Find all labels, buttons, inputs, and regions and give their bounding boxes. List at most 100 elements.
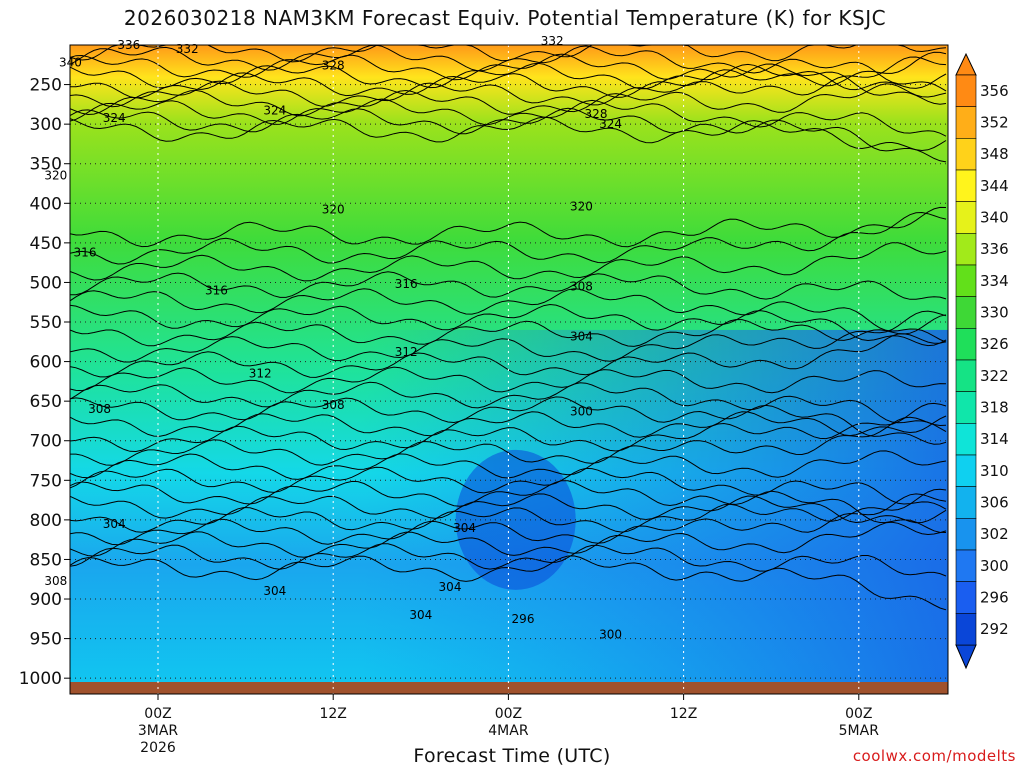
contour-label: 308 <box>88 402 111 416</box>
colorbar-tick-label: 300 <box>980 557 1009 575</box>
contour-label-text: 300 <box>599 628 622 642</box>
contour-label: 304 <box>453 521 476 535</box>
colorbar-tick-label: 310 <box>980 462 1009 480</box>
contour-line <box>70 271 947 300</box>
contour-label: 304 <box>263 584 286 598</box>
contour-label: 328 <box>585 107 608 121</box>
contour-label: 308 <box>570 279 593 293</box>
colorbar-swatch <box>955 391 977 424</box>
contour-label-text: 328 <box>585 107 608 121</box>
contour-label-text: 316 <box>395 277 418 291</box>
colorbar-tick-label: 318 <box>980 399 1009 417</box>
colorbar-swatch <box>955 264 977 297</box>
plot-frame <box>69 44 949 695</box>
contour-label-text: 324 <box>263 104 286 118</box>
contour-label-text: 296 <box>512 612 535 626</box>
x-tick-label: 00Z <box>845 706 872 722</box>
colorbar-swatch <box>955 233 977 266</box>
y-tick-label: 450 <box>30 234 62 254</box>
x-tick-label: 12Z <box>670 706 697 722</box>
colorbar-tick-label: 330 <box>980 304 1009 322</box>
contour-label: 296 <box>512 612 535 626</box>
colorbar-tick-label: 340 <box>980 209 1009 227</box>
contour-label: 324 <box>263 104 286 118</box>
contour-line <box>69 402 947 453</box>
contour-line <box>69 480 947 533</box>
colorbar-swatch <box>955 486 977 519</box>
colorbar-swatch <box>955 106 977 139</box>
contour-line <box>69 521 947 558</box>
colorbar-swatch <box>955 201 977 234</box>
contour-label-text: 324 <box>103 111 126 125</box>
contour-line <box>70 416 947 466</box>
contour-line <box>69 493 947 524</box>
y-tick-label: 950 <box>30 630 62 650</box>
colorbar-tick-label: 352 <box>980 114 1009 132</box>
contour-label: 324 <box>103 111 126 125</box>
contour-label: 328 <box>322 59 345 73</box>
contour-label: 304 <box>439 580 462 594</box>
contour-label-text: 308 <box>570 279 593 293</box>
y-tick-label: 500 <box>30 273 62 293</box>
contour-label-text: 332 <box>541 34 564 48</box>
contour-line <box>69 44 947 92</box>
colorbar-tick-label: 326 <box>980 335 1009 353</box>
contour-line <box>69 381 947 433</box>
contour-label: 320 <box>322 203 345 217</box>
colorbar-tick-label: 306 <box>980 494 1009 512</box>
contour-label: 300 <box>570 404 593 418</box>
colorbar-tick-label: 302 <box>980 525 1009 543</box>
contour-label: 332 <box>176 42 199 56</box>
y-tick-label: 350 <box>30 155 62 175</box>
ground-band <box>70 682 948 694</box>
contour-line <box>69 543 947 577</box>
contour-label: 308 <box>44 574 67 588</box>
colorbar-swatch <box>955 613 977 646</box>
contour-line <box>69 488 947 533</box>
contour-label: 304 <box>409 608 432 622</box>
contour-label-text: 304 <box>409 608 432 622</box>
x-axis-label: Forecast Time (UTC) <box>413 745 611 767</box>
contour-line <box>69 242 947 282</box>
colorbar-tick-label: 348 <box>980 145 1009 163</box>
colorbar-tick-label: 336 <box>980 240 1009 258</box>
colorbar-tick-label: 344 <box>980 177 1009 195</box>
contour-label: 312 <box>395 345 418 359</box>
contour-label: 304 <box>570 329 593 343</box>
contour-label-text: 304 <box>103 517 126 531</box>
colorbar-swatch <box>955 296 977 329</box>
x-tick-sublabel: 4MAR <box>488 723 529 739</box>
colorbar-swatch <box>955 549 977 582</box>
colorbar-swatch <box>955 454 977 487</box>
contour-label-text: 312 <box>249 366 272 380</box>
y-tick-label: 650 <box>30 392 62 412</box>
colorbar-bottom-arrow <box>955 644 977 670</box>
contour-label-text: 304 <box>570 329 593 343</box>
contour-label: 312 <box>249 366 272 380</box>
colorbar-tick-label: 322 <box>980 367 1009 385</box>
colorbar-swatch <box>955 581 977 614</box>
x-tick-label: 12Z <box>319 706 346 722</box>
contour-label: 316 <box>74 245 97 259</box>
colorbar-swatch <box>955 74 977 107</box>
contour-label: 308 <box>322 398 345 412</box>
colorbar-swatch <box>955 328 977 361</box>
colorbar-tick-label: 296 <box>980 589 1009 607</box>
x-tick-label: 00Z <box>144 706 171 722</box>
contour-label-text: 308 <box>322 398 345 412</box>
y-tick-label: 750 <box>30 471 62 491</box>
contour-label: 320 <box>570 199 593 213</box>
contour-line <box>69 56 947 108</box>
contour-label-text: 320 <box>322 203 345 217</box>
colorbar-top-arrow <box>955 52 977 76</box>
y-tick-label: 550 <box>30 313 62 333</box>
contour-label-text: 320 <box>570 199 593 213</box>
colorbar-swatch <box>955 169 977 202</box>
contour-label-text: 304 <box>453 521 476 535</box>
colorbar: 356 352 348 344 340 336 334 330 326 322 318 314 310 3… <box>955 52 1009 670</box>
y-tick-label: 900 <box>30 590 62 610</box>
contour-label-text: 320 <box>44 169 67 183</box>
contour-label-text: 304 <box>439 580 462 594</box>
contour-label: 332 <box>541 34 564 48</box>
